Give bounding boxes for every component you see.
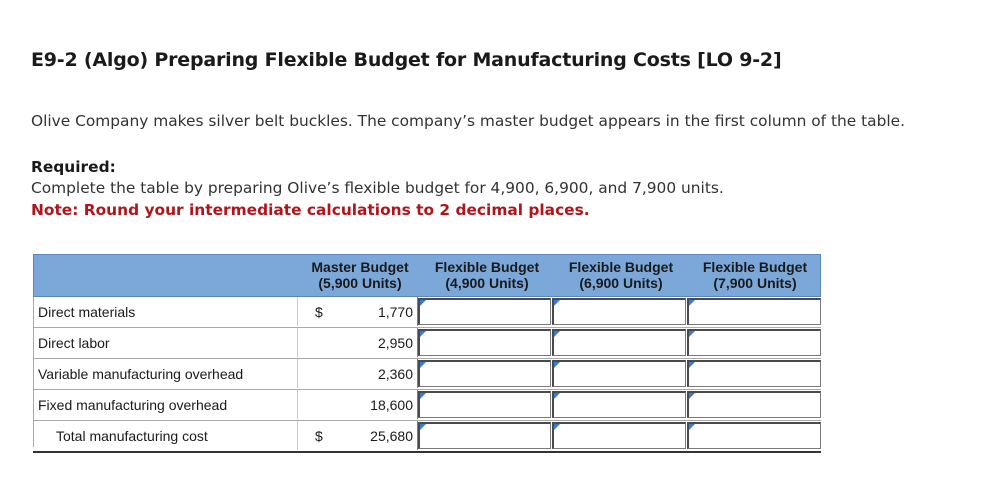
flexible-7900-input-cell xyxy=(687,298,821,325)
direct-materials-7900-input[interactable] xyxy=(689,300,820,324)
master-budget-value: 1,770 xyxy=(377,304,413,320)
flexible-4900-input-cell xyxy=(418,329,551,356)
master-cell xyxy=(297,328,418,357)
flexible-7900-input-cell xyxy=(687,360,821,387)
input-flag-icon xyxy=(554,393,560,399)
input-flag-icon xyxy=(420,362,426,368)
flexible-6900-input-cell xyxy=(552,298,686,325)
column-header-flexible-6900: Flexible Budget (6,900 Units) xyxy=(555,259,687,291)
direct-materials-4900-input[interactable] xyxy=(420,300,550,324)
flexible-6900-input-cell xyxy=(552,391,686,418)
column-header-line1: Flexible Budget xyxy=(434,259,540,275)
label-cell xyxy=(33,359,298,388)
required-label: Required: xyxy=(31,158,116,176)
column-header-line1: Flexible Budget xyxy=(568,259,674,275)
input-flag-icon xyxy=(554,362,560,368)
column-header-flexible-4900: Flexible Budget (4,900 Units) xyxy=(422,259,552,291)
input-flag-icon xyxy=(420,393,426,399)
fixed-overhead-7900-input[interactable] xyxy=(689,393,820,417)
flexible-4900-input-cell xyxy=(418,360,551,387)
total-cost-4900-input[interactable] xyxy=(420,424,550,448)
table-row-variable-overhead: Variable manufacturing overhead 2,360 xyxy=(33,359,821,390)
master-cell xyxy=(297,359,418,388)
master-cell xyxy=(297,421,418,450)
master-budget-value: 25,680 xyxy=(370,428,413,444)
master-cell xyxy=(297,390,418,419)
column-header-line2: (6,900 Units) xyxy=(579,275,663,291)
required-instructions: Complete the table by preparing Olive’s … xyxy=(31,179,724,197)
input-flag-icon xyxy=(689,393,695,399)
label-cell xyxy=(33,421,298,450)
variable-overhead-6900-input[interactable] xyxy=(554,362,685,386)
input-flag-icon xyxy=(554,331,560,337)
flexible-7900-input-cell xyxy=(687,329,821,356)
column-header-line2: (4,900 Units) xyxy=(445,275,529,291)
label-cell xyxy=(33,390,298,419)
dollar-sign: $ xyxy=(315,304,323,320)
input-flag-icon xyxy=(554,300,560,306)
column-header-line2: (5,900 Units) xyxy=(318,275,402,291)
header-blank-cell xyxy=(34,255,300,296)
flexible-4900-input-cell xyxy=(418,391,551,418)
variable-overhead-7900-input[interactable] xyxy=(689,362,820,386)
dollar-sign: $ xyxy=(315,428,323,444)
column-header-flexible-7900: Flexible Budget (7,900 Units) xyxy=(689,259,821,291)
direct-labor-4900-input[interactable] xyxy=(420,331,550,355)
row-label: Total manufacturing cost xyxy=(56,428,208,444)
variable-overhead-4900-input[interactable] xyxy=(420,362,550,386)
column-header-line1: Flexible Budget xyxy=(702,259,808,275)
table-header-row: Master Budget (5,900 Units) Flexible Bud… xyxy=(33,254,821,297)
input-flag-icon xyxy=(689,300,695,306)
table-row-total-cost: Total manufacturing cost $ 25,680 xyxy=(33,421,821,453)
column-header-master-budget: Master Budget (5,900 Units) xyxy=(302,259,418,291)
flexible-4900-input-cell xyxy=(418,298,551,325)
table-row-fixed-overhead: Fixed manufacturing overhead 18,600 xyxy=(33,390,821,421)
flexible-7900-input-cell xyxy=(687,391,821,418)
input-flag-icon xyxy=(689,331,695,337)
fixed-overhead-4900-input[interactable] xyxy=(420,393,550,417)
column-header-line1: Master Budget xyxy=(311,259,409,275)
master-budget-value: 18,600 xyxy=(370,397,413,413)
direct-materials-6900-input[interactable] xyxy=(554,300,685,324)
row-label: Direct materials xyxy=(38,304,136,320)
flexible-6900-input-cell xyxy=(552,360,686,387)
flexible-6900-input-cell xyxy=(552,329,686,356)
direct-labor-6900-input[interactable] xyxy=(554,331,685,355)
input-flag-icon xyxy=(420,331,426,337)
master-budget-value: 2,950 xyxy=(377,335,413,351)
master-cell xyxy=(297,297,418,326)
rounding-note: Note: Round your intermediate calculatio… xyxy=(31,201,590,219)
input-flag-icon xyxy=(554,424,560,430)
table-row-direct-materials: Direct materials $ 1,770 xyxy=(33,297,821,328)
label-cell xyxy=(33,328,298,357)
table-left-border xyxy=(33,297,34,447)
column-header-line2: (7,900 Units) xyxy=(713,275,797,291)
flexible-6900-input-cell xyxy=(552,422,686,449)
flexible-7900-input-cell xyxy=(687,422,821,449)
row-label: Direct labor xyxy=(38,335,110,351)
flexible-budget-table: Master Budget (5,900 Units) Flexible Bud… xyxy=(33,254,821,453)
input-flag-icon xyxy=(420,424,426,430)
input-flag-icon xyxy=(420,300,426,306)
input-flag-icon xyxy=(689,362,695,368)
page-title: E9-2 (Algo) Preparing Flexible Budget fo… xyxy=(31,49,782,71)
total-cost-7900-input[interactable] xyxy=(689,424,820,448)
flexible-4900-input-cell xyxy=(418,422,551,449)
table-row-direct-labor: Direct labor 2,950 xyxy=(33,328,821,359)
row-label: Fixed manufacturing overhead xyxy=(38,397,228,413)
fixed-overhead-6900-input[interactable] xyxy=(554,393,685,417)
total-cost-6900-input[interactable] xyxy=(554,424,685,448)
row-label: Variable manufacturing overhead xyxy=(38,366,244,382)
label-cell xyxy=(33,297,298,326)
input-flag-icon xyxy=(689,424,695,430)
problem-intro: Olive Company makes silver belt buckles.… xyxy=(31,112,905,130)
direct-labor-7900-input[interactable] xyxy=(689,331,820,355)
master-budget-value: 2,360 xyxy=(377,366,413,382)
